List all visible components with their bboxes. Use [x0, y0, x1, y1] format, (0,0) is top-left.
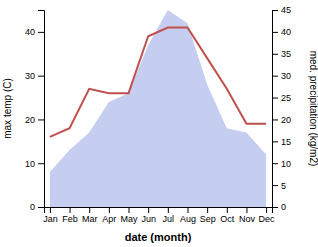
tick-mark	[148, 207, 149, 213]
tick: 35	[272, 49, 291, 59]
tick-mark	[38, 76, 44, 77]
tick: Oct	[220, 207, 235, 224]
tick-mark	[246, 207, 247, 213]
tick-label: Jun	[141, 214, 156, 224]
tick-label: 5	[281, 180, 286, 190]
tick-label: 0	[281, 202, 286, 212]
tick-label: Nov	[239, 214, 256, 224]
tick-mark	[266, 207, 267, 213]
tick-label: Mar	[82, 214, 98, 224]
y2-axis: 0 5 10 15 20 25 30 35 40 45	[272, 5, 291, 212]
tick-mark	[272, 76, 278, 77]
tick: 40	[272, 27, 291, 37]
tick-label: Dec	[259, 214, 276, 224]
tick: 10	[272, 159, 291, 169]
tick-label: 20	[25, 115, 35, 125]
tick: 0	[30, 202, 44, 212]
tick: 20	[25, 115, 44, 125]
tick: Nov	[239, 207, 256, 224]
tick: 5	[272, 180, 286, 190]
axis-line	[38, 11, 45, 208]
tick-label: 45	[281, 5, 291, 15]
tick-mark	[207, 207, 208, 213]
tick: Feb	[62, 207, 78, 224]
tick-mark	[272, 185, 278, 186]
tick: 30	[25, 71, 44, 81]
tick-label: 15	[281, 137, 291, 147]
x-axis: Jan Feb Mar Apr MayJun Jul Aug Sep Oct NovDec	[43, 207, 275, 224]
tick-label: Jan	[43, 214, 58, 224]
tick-mark	[89, 207, 90, 213]
tick-mark	[272, 98, 278, 99]
axis-line	[45, 208, 273, 214]
tick: 45	[272, 5, 291, 15]
tick-mark	[272, 163, 278, 164]
tick-label: 35	[281, 49, 291, 59]
tick: 40	[25, 27, 44, 37]
tick-mark	[38, 207, 44, 208]
tick: Dec	[259, 207, 276, 224]
tick: Jan	[43, 207, 58, 224]
tick-mark	[109, 207, 110, 213]
tick: 30	[272, 71, 291, 81]
chart: Jan Feb Mar Apr MayJun Jul Aug Sep Oct NovDec 0 10 2…	[0, 0, 318, 247]
tick-label: 40	[281, 27, 291, 37]
tick-mark	[129, 207, 130, 213]
tick-label: Apr	[102, 214, 116, 224]
tick-mark	[38, 32, 44, 33]
tick-label: 40	[25, 27, 35, 37]
tick: 15	[272, 137, 291, 147]
tick: Jul	[163, 207, 175, 224]
tick-label: 30	[281, 71, 291, 81]
tick-label: May	[121, 214, 139, 224]
area	[50, 10, 266, 207]
tick-mark	[272, 10, 278, 11]
tick: 0	[272, 202, 286, 212]
axis-line	[273, 11, 279, 208]
tick-label: 25	[281, 93, 291, 103]
tick: Apr	[102, 207, 116, 224]
tick: Aug	[180, 207, 196, 224]
tick-label: Sep	[200, 214, 216, 224]
tick-mark	[272, 119, 278, 120]
tick-mark	[38, 163, 44, 164]
marks	[50, 10, 266, 207]
tick: 25	[272, 93, 291, 103]
tick-label: Aug	[180, 214, 196, 224]
tick-mark	[168, 207, 169, 213]
tick-label: 30	[25, 71, 35, 81]
tick-label: 0	[30, 202, 35, 212]
tick: May	[121, 207, 139, 224]
tick-mark	[70, 207, 71, 213]
plot: Jan Feb Mar Apr MayJun Jul Aug Sep Oct NovDec 0 10 2…	[25, 5, 291, 224]
tick: Jun	[141, 207, 156, 224]
tick-mark	[272, 54, 278, 55]
tick-label: Jul	[163, 214, 175, 224]
tick-label: 10	[25, 159, 35, 169]
tick-label: 10	[281, 159, 291, 169]
x-axis-title: date (month)	[125, 231, 192, 243]
tick-mark	[272, 141, 278, 142]
tick: Mar	[82, 207, 98, 224]
tick: 10	[25, 159, 44, 169]
tick: Sep	[200, 207, 216, 224]
tick-mark	[227, 207, 228, 213]
y2-axis-title: med. precipitation (kg/m2)	[308, 51, 318, 167]
tick-mark	[38, 119, 44, 120]
tick: 20	[272, 115, 291, 125]
tick-label: 20	[281, 115, 291, 125]
tick-label: Oct	[220, 214, 235, 224]
line	[50, 28, 266, 137]
tick-mark	[272, 207, 278, 208]
tick-label: Feb	[62, 214, 78, 224]
tick-mark	[187, 207, 188, 213]
y-axis: 0 10 20 30 40	[25, 11, 45, 213]
tick-mark	[50, 207, 51, 213]
y-axis-title: max temp (C)	[2, 78, 13, 139]
tick-mark	[272, 32, 278, 33]
